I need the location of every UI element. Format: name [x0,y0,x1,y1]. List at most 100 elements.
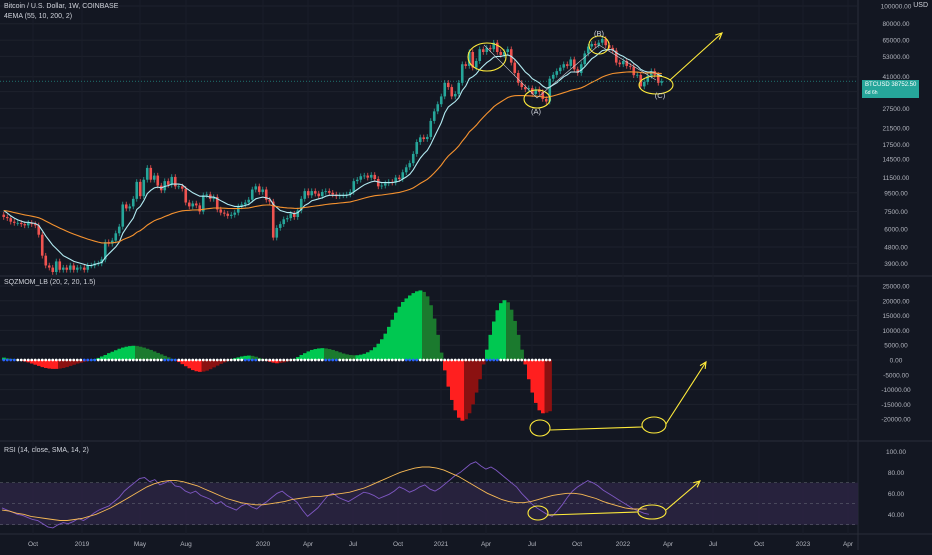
candle-body [499,52,503,55]
candle-body [534,89,538,94]
momentum-bar [418,290,423,360]
squeeze-dot [530,358,534,362]
candle-body [292,213,296,218]
squeeze-dot [219,358,223,362]
momentum-bar [467,360,472,414]
momentum-bar [145,348,150,360]
candle-body [201,195,205,212]
squeeze-dot [222,358,226,362]
candle-body [614,50,618,63]
price-pane[interactable] [0,36,858,275]
candle-body [656,74,660,83]
rsi-target-arrow [665,480,701,511]
squeeze-dot [373,358,377,362]
squeeze-dot [506,358,510,362]
rsi-sma-line [1,466,647,521]
momentum-bar [219,360,223,364]
momentum-bar [121,347,125,360]
squeeze-dot [51,358,55,362]
squeeze-dot [240,358,244,362]
candle-body [285,218,289,220]
squeeze-dot [390,358,394,362]
candle-body [348,191,352,195]
candle-body [551,74,555,79]
momentum-bar [390,319,395,360]
candle-body [254,186,258,190]
candle-body [2,214,6,218]
momentum-bar [464,360,468,420]
squeeze-dot [26,358,30,362]
candle-body [152,175,156,180]
momentum-bar [152,351,157,360]
momentum-bar [348,354,353,360]
squeeze-dot [383,358,387,362]
time-tick-label: 2022 [616,541,631,548]
momentum-bar [502,300,507,360]
squeeze-dot [334,358,338,362]
candle-body [30,222,34,225]
momentum-bar [338,352,342,360]
candle-body [145,167,149,180]
candle-body [660,81,664,83]
squeeze-momentum-pane[interactable] [2,290,552,421]
candle-body [401,172,405,180]
candle-body [513,62,517,73]
squeeze-dot [348,358,352,362]
momentum-bar [247,355,251,360]
squeeze-dot [152,358,156,362]
squeeze-dot [303,358,307,362]
candle-body [488,47,492,50]
wave-a-label: (A) [531,107,542,116]
momentum-bar [380,339,384,360]
squeeze-dot [502,358,506,362]
momentum-bar [404,298,409,360]
candle-body [163,181,167,191]
momentum-bar [537,360,542,411]
candle-body [75,267,79,270]
squeeze-dot [131,358,135,362]
squeeze-dot [173,358,177,362]
squeeze-dot [275,358,279,362]
candle-body [572,59,576,70]
momentum-bar [107,353,111,360]
rsi-pane[interactable] [0,461,858,529]
squeeze-dot [278,358,282,362]
candle-body [240,204,244,207]
sqz-tick-label: 20000.00 [882,298,909,305]
momentum-bar [149,349,153,360]
squeeze-dot [313,358,317,362]
candle-body [355,179,359,182]
squeeze-dot [534,358,538,362]
squeeze-dot [177,358,181,362]
candle-body [495,42,499,53]
momentum-bar [103,354,108,360]
candle-body [198,205,202,212]
candle-body [408,163,412,168]
squeeze-dot [537,358,541,362]
candle-body [327,191,331,193]
momentum-bar [359,354,363,360]
momentum-bar [75,360,80,364]
time-tick-label: Apr [663,541,674,548]
squeeze-dot [544,358,548,362]
squeeze-dot [268,358,272,362]
momentum-bar [184,360,188,367]
rsi-line [1,461,649,529]
squeeze-dot [128,358,132,362]
squeeze-dot [366,358,370,362]
squeeze-dot [58,358,62,362]
candle-body [425,136,429,140]
momentum-bar [296,357,300,360]
candle-body [492,42,496,50]
squeeze-dot [331,358,335,362]
candle-body [548,78,552,102]
squeeze-dot [96,358,100,362]
squeeze-dot [324,358,328,362]
squeeze-dot [142,358,146,362]
momentum-bar [68,360,73,366]
momentum-bar [453,360,458,411]
squeeze-dot [23,358,27,362]
time-tick-label: May [134,541,147,548]
